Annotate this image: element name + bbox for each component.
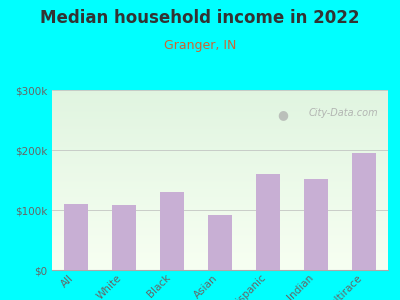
Bar [352,153,376,270]
Bar [256,174,280,270]
Text: Median household income in 2022: Median household income in 2022 [40,9,360,27]
Text: City-Data.com: City-Data.com [308,108,378,118]
Bar [208,215,232,270]
Bar [160,192,184,270]
Bar [64,204,88,270]
Bar [112,205,136,270]
Bar [304,179,328,270]
Text: ●: ● [277,108,288,121]
Text: Granger, IN: Granger, IN [164,39,236,52]
